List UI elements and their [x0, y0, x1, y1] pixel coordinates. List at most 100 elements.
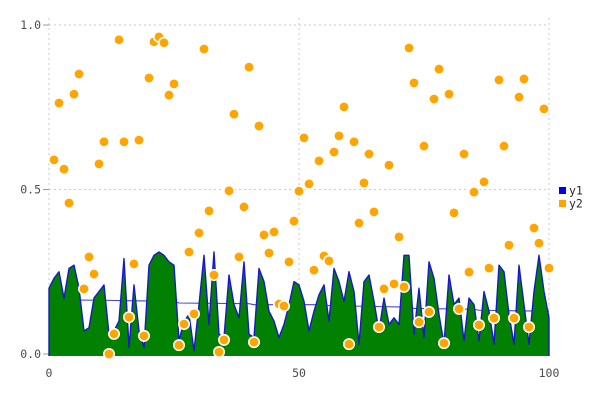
scatter-point [68, 88, 81, 101]
scatter-point [312, 154, 325, 167]
scatter-point [527, 221, 540, 234]
scatter-point [108, 327, 121, 340]
legend-swatch-y2 [559, 200, 566, 207]
scatter-point [462, 266, 475, 279]
scatter-point [427, 93, 440, 106]
scatter-point [402, 42, 415, 55]
scatter-point [178, 318, 191, 331]
scatter-point [417, 140, 430, 153]
scatter-point [47, 153, 60, 166]
scatter-point [487, 312, 500, 325]
scatter-point [208, 269, 221, 282]
legend-swatch-y1 [559, 187, 566, 194]
scatter-point [267, 225, 280, 238]
scatter-point [372, 321, 385, 334]
scatter-point [163, 89, 176, 102]
scatter-point [93, 157, 106, 170]
y-tick-label: 0.5 [20, 183, 41, 197]
scatter-point [387, 277, 400, 290]
scatter-point [138, 329, 151, 342]
x-tick-label: 100 [539, 366, 560, 380]
scatter-point [218, 333, 231, 346]
scatter-point [223, 184, 236, 197]
scatter-point [253, 120, 266, 133]
scatter-point [113, 33, 126, 46]
scatter-point [362, 147, 375, 160]
scatter-point [367, 205, 380, 218]
scatter-point [442, 88, 455, 101]
scatter-point [238, 200, 251, 213]
scatter-point [228, 108, 241, 121]
scatter-point [213, 346, 226, 359]
scatter-point [88, 268, 101, 281]
scatter-point [507, 312, 520, 325]
scatter-point [337, 100, 350, 113]
scatter-point [392, 230, 405, 243]
scatter-point [282, 255, 295, 268]
scatter-point [497, 140, 510, 153]
scatter-point [502, 239, 515, 252]
scatter-point [407, 76, 420, 89]
scatter-point [233, 250, 246, 263]
scatter-point [287, 215, 300, 228]
scatter-point [188, 307, 201, 320]
legend: y1 y2 [559, 184, 583, 211]
axis-tick-labels: 0.0 0.5 1.0 0 50 100 [20, 18, 559, 380]
scatter-point [133, 134, 146, 147]
scatter-point [517, 72, 530, 85]
scatter-point [243, 61, 256, 74]
scatter-point [198, 43, 211, 56]
scatter-point [168, 77, 181, 90]
scatter-point [143, 71, 156, 84]
scatter-point [297, 131, 310, 144]
scatter-point [477, 175, 490, 188]
scatter-point [457, 147, 470, 160]
x-tick-label: 50 [292, 366, 306, 380]
x-tick-label: 0 [46, 366, 53, 380]
scatter-point [432, 63, 445, 76]
legend-label-y1: y1 [569, 184, 583, 198]
scatter-point [352, 217, 365, 230]
scatter-point [482, 262, 495, 275]
scatter-point [327, 145, 340, 158]
scatter-point [193, 226, 206, 239]
scatter-point [83, 250, 96, 263]
scatter-point [262, 246, 275, 259]
scatter-point [532, 237, 545, 250]
scatter-point [522, 321, 535, 334]
scatter-point [248, 336, 261, 349]
scatter-point [357, 176, 370, 189]
area-border-line [48, 251, 550, 356]
scatter-point [447, 206, 460, 219]
scatter-point [382, 159, 395, 172]
area-series-y1 [48, 251, 550, 356]
scatter-point [452, 302, 465, 315]
scatter-point [467, 186, 480, 199]
scatter-point [103, 347, 116, 360]
scatter-point [128, 257, 141, 270]
scatter-point [377, 282, 390, 295]
scatter-point [118, 135, 131, 148]
scatter-point [322, 254, 335, 267]
scatter-point [203, 204, 216, 217]
scatter-point [307, 264, 320, 277]
scatter-point [62, 196, 75, 209]
scatter-series-y2 [47, 30, 555, 360]
scatter-point [422, 305, 435, 318]
scatter-point [57, 163, 70, 176]
scatter-point [472, 319, 485, 332]
scatter-point [257, 228, 270, 241]
scatter-point [437, 337, 450, 350]
scatter-point [158, 36, 171, 49]
scatter-point [302, 177, 315, 190]
legend-label-y2: y2 [569, 197, 583, 211]
scatter-point [52, 96, 65, 109]
scatter-point [492, 73, 505, 86]
scatter-point [512, 91, 525, 104]
y-tick-label: 0.0 [20, 347, 41, 361]
scatter-point [277, 299, 290, 312]
scatter-point [332, 129, 345, 142]
scatter-point [542, 262, 555, 275]
